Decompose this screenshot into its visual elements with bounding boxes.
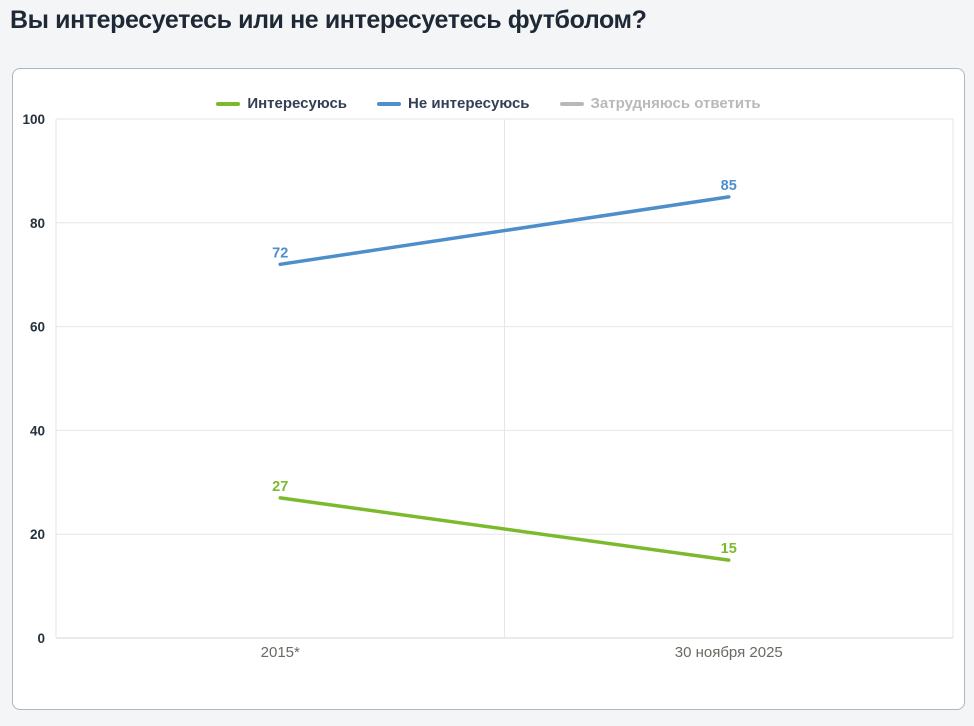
legend-label: Интересуюсь — [247, 95, 348, 112]
chart-legend: Интересуюсь Не интересуюсь Затрудняюсь о… — [13, 95, 964, 112]
x-axis-label: 30 ноября 2025 — [675, 644, 783, 661]
line-chart: 0 20 40 60 80 100 2015* 30 ноября 2025 27 15 72 85 — [22, 112, 954, 661]
legend-swatch-green-icon — [216, 101, 241, 106]
legend-swatch-gray-icon — [559, 101, 584, 106]
data-label: 15 — [721, 541, 737, 557]
series-line-2 — [278, 195, 731, 267]
legend-item-zatrudnyayus-otvetit[interactable]: Затрудняюсь ответить — [559, 95, 761, 112]
legend-item-ne-interesuyus[interactable]: Не интересуюсь — [377, 95, 530, 112]
y-axis-label: 40 — [30, 423, 45, 438]
y-axis-label: 100 — [22, 112, 45, 127]
legend-label: Не интересуюсь — [408, 95, 530, 112]
data-label: 27 — [272, 479, 288, 495]
x-axis-label: 2015* — [261, 644, 300, 661]
y-axis-label: 80 — [30, 216, 45, 231]
legend-item-interesuyus[interactable]: Интересуюсь — [216, 95, 347, 112]
y-axis-label: 20 — [30, 527, 45, 542]
plot-area: 0 20 40 60 80 100 2015* 30 ноября 2025 27 15 72 85 — [22, 112, 954, 661]
y-axis-label: 60 — [30, 320, 45, 335]
series-line-1 — [278, 496, 731, 562]
legend-swatch-blue-icon — [377, 101, 402, 106]
legend-label: Затрудняюсь ответить — [590, 95, 761, 112]
data-label: 72 — [272, 245, 288, 261]
page-title: Вы интересуетесь или не интересуетесь фу… — [10, 6, 647, 34]
y-axis-label: 0 — [37, 631, 45, 646]
chart-card: Интересуюсь Не интересуюсь Затрудняюсь о… — [12, 68, 965, 710]
data-label: 85 — [721, 178, 737, 194]
